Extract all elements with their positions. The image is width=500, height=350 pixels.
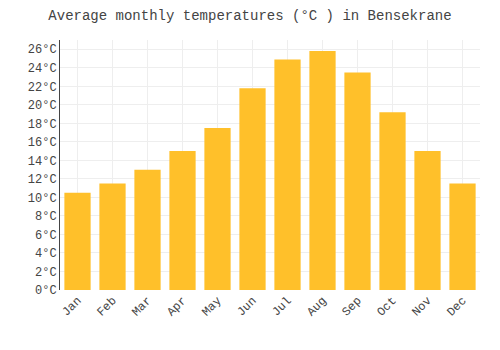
svg-text:16°C: 16°C — [28, 136, 57, 150]
svg-text:Jan: Jan — [59, 294, 84, 319]
svg-text:Aug: Aug — [304, 294, 329, 319]
svg-text:12°C: 12°C — [28, 173, 57, 187]
svg-text:6°C: 6°C — [35, 229, 57, 243]
svg-text:Jul: Jul — [269, 294, 294, 319]
svg-text:22°C: 22°C — [28, 81, 57, 95]
svg-text:18°C: 18°C — [28, 118, 57, 132]
svg-text:May: May — [199, 294, 224, 319]
svg-text:26°C: 26°C — [28, 43, 57, 57]
svg-text:4°C: 4°C — [35, 247, 57, 261]
svg-text:14°C: 14°C — [28, 155, 57, 169]
svg-text:Dec: Dec — [444, 294, 469, 319]
svg-text:Jun: Jun — [234, 294, 259, 319]
svg-text:Oct: Oct — [374, 294, 399, 319]
svg-text:2°C: 2°C — [35, 266, 57, 280]
svg-text:Feb: Feb — [94, 294, 119, 319]
svg-text:10°C: 10°C — [28, 192, 57, 206]
svg-text:0°C: 0°C — [35, 284, 57, 298]
svg-text:Average monthly temperatures (: Average monthly temperatures (°C ) in Be… — [48, 8, 451, 24]
svg-text:8°C: 8°C — [35, 210, 57, 224]
svg-text:Apr: Apr — [164, 294, 189, 319]
svg-text:20°C: 20°C — [28, 99, 57, 113]
svg-text:Sep: Sep — [339, 294, 364, 319]
svg-text:24°C: 24°C — [28, 62, 57, 76]
svg-text:Nov: Nov — [409, 294, 434, 319]
svg-text:Mar: Mar — [129, 294, 154, 319]
